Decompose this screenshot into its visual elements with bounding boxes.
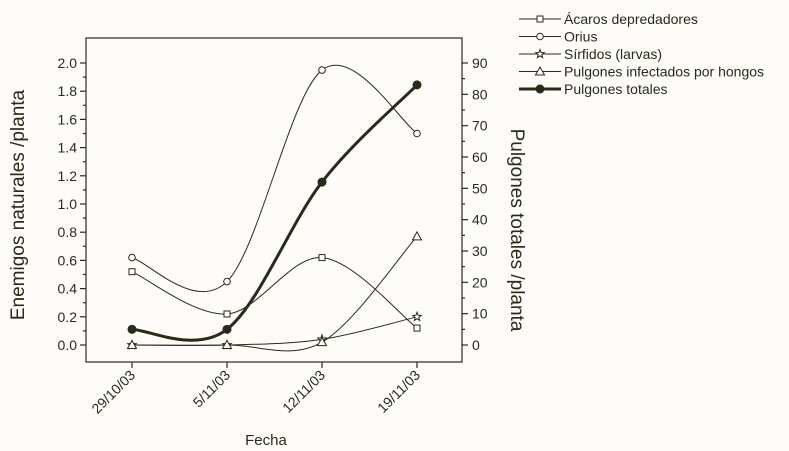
series-line-orius (131, 64, 418, 293)
y-right-tick-label: 0 (472, 337, 480, 353)
data-point-orius (223, 277, 231, 286)
data-point-pulgones-infectados-por-hongos (221, 339, 233, 349)
data-point-acaros-depredadores (223, 310, 231, 318)
data-point-pulgones-totales (317, 177, 327, 187)
data-point-pulgones-totales (127, 324, 137, 334)
data-point-orius (413, 129, 421, 138)
series-pulgones-totales (127, 80, 422, 342)
y-right-tick-label: 40 (472, 212, 488, 228)
y-left-tick-label: 0.6 (58, 252, 78, 268)
y-left-tick-label: 0.0 (58, 337, 78, 353)
legend-label: Sírfidos (larvas) (564, 46, 662, 62)
y-right-tick-label: 90 (472, 55, 488, 71)
y-left-tick-label: 1.0 (58, 196, 78, 212)
legend-item-sirfidos-larvas: Sírfidos (larvas) (519, 46, 662, 62)
legend-item-pulgones-totales: Pulgones totales (519, 81, 668, 97)
legend-swatch-marker (534, 65, 546, 76)
legend-label: Orius (564, 29, 597, 45)
y-left-tick-label: 1.4 (58, 140, 78, 156)
legend-item-orius: Orius (519, 29, 597, 45)
data-point-orius (128, 253, 136, 262)
data-point-orius (318, 66, 326, 74)
y-right-tick-label: 70 (472, 118, 488, 134)
legend-swatch-marker (534, 48, 546, 59)
y-right-tick-label: 80 (472, 86, 488, 102)
y-left-tick-label: 1.8 (58, 83, 78, 99)
y-left-tick-label: 0.8 (58, 224, 78, 240)
y-right-tick-label: 60 (472, 149, 488, 165)
y-left-tick-label: 0.4 (58, 281, 78, 297)
data-point-pulgones-infectados-por-hongos (126, 339, 138, 349)
series-orius (128, 64, 421, 293)
legend-item-pulgones-infectados-por-hongos: Pulgones infectados por hongos (519, 64, 764, 80)
legend-label: Pulgones infectados por hongos (564, 64, 764, 80)
series-acaros-depredadores (128, 254, 421, 332)
data-point-acaros-depredadores (413, 324, 421, 332)
y-right-tick-label: 30 (472, 243, 488, 259)
legend-label: Pulgones totales (564, 81, 668, 97)
data-point-pulgones-infectados-por-hongos (316, 336, 328, 347)
data-point-sirfidos-larvas (411, 310, 423, 322)
legend-item-acaros-depredadores: Ácaros depredadores (519, 11, 698, 27)
x-axis-title: Fecha (245, 432, 287, 449)
legend-swatch-marker (536, 15, 544, 23)
y-left-tick-label: 0.2 (58, 309, 78, 325)
series-line-pulgones-totales (131, 83, 419, 342)
series-layer (126, 64, 423, 352)
y-axis-title-right: Pulgones totales /planta (506, 129, 527, 332)
y-right-tick-label: 20 (472, 274, 488, 290)
data-point-pulgones-totales (412, 80, 422, 90)
data-point-acaros-depredadores (128, 268, 136, 276)
y-right-tick-label: 50 (472, 180, 488, 196)
legend-swatch-marker (535, 84, 545, 94)
y-axis-title-left: Enemigos naturales /planta (8, 89, 29, 320)
data-point-pulgones-infectados-por-hongos (411, 230, 423, 241)
series-line-pulgones-infectados-por-hongos (131, 236, 418, 352)
data-point-pulgones-totales (222, 324, 232, 334)
y-left-tick-label: 2.0 (58, 55, 78, 71)
legend-label: Ácaros depredadores (564, 11, 698, 27)
series-pulgones-infectados-por-hongos (126, 230, 423, 352)
y-right-tick-label: 10 (472, 306, 488, 322)
plot-frame (85, 37, 463, 363)
y-left-tick-label: 1.6 (58, 111, 78, 127)
series-line-acaros-depredadores (131, 257, 418, 329)
legend-swatch-marker (536, 32, 544, 41)
data-point-acaros-depredadores (318, 254, 326, 262)
y-left-tick-label: 1.2 (58, 168, 78, 184)
